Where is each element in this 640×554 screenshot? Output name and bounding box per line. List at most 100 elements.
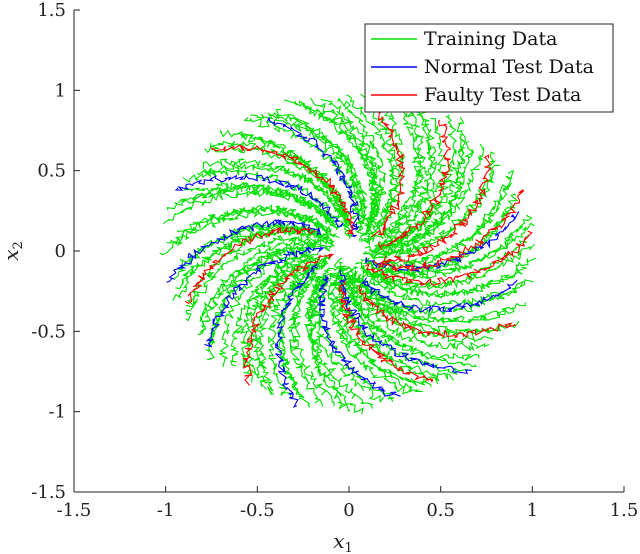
training-data-trajectory [360,264,527,298]
faulty-test-data-trajectory [338,280,434,383]
training-data-trajectory [328,271,432,388]
legend-label-training: Training Data [424,28,557,50]
faulty-test-data-trajectory [210,144,356,234]
training-data-trajectory [377,193,519,277]
training-data-trajectory [362,151,497,259]
training-data-trajectory [368,89,422,246]
faulty-test-data-trajectory [242,253,335,386]
training-data-trajectory [163,189,335,226]
training-data-trajectory [345,266,490,352]
training-data-trajectory [166,204,331,245]
training-data-trajectory [346,94,397,244]
plot-lines [159,89,537,415]
training-data-trajectory [209,140,348,217]
training-data-trajectory [287,260,328,407]
x-axis-label: x1 [333,529,353,554]
training-data-trajectory [361,269,534,307]
training-data-trajectory [196,163,350,228]
x-tick-label: 1 [527,500,538,521]
x-ticks: -1.5 -1 -0.5 0 0.5 1 1.5 [57,486,639,521]
training-data-trajectory [357,275,526,323]
x-tick-label: -1 [157,500,175,521]
x-tick-label: 1.5 [610,500,639,521]
y-tick-label: 0.5 [37,161,66,182]
faulty-test-data-trajectory [184,226,316,305]
training-data-trajectory [335,265,440,384]
x-tick-label: 0 [343,500,354,521]
y-tick-label: 0 [55,241,66,262]
x-tick-label: -1.5 [57,500,92,521]
training-data-trajectory [383,140,475,251]
normal-test-data-trajectory [204,246,326,348]
legend: Training Data Normal Test Data Faulty Te… [364,23,614,113]
training-data-trajectory [305,274,374,409]
training-data-trajectory [320,99,382,234]
faulty-test-data-trajectory [364,230,533,287]
normal-test-data-trajectory [275,264,318,408]
faulty-test-data-trajectory [366,96,406,238]
training-data-trajectory [373,243,535,290]
training-data-trajectory [269,112,368,235]
training-data-trajectory [349,266,520,336]
y-tick-label: -1 [48,402,66,423]
training-data-trajectory [375,133,466,256]
faulty-test-data-trajectory [377,119,452,251]
training-data-trajectory [382,93,427,236]
training-data-trajectory [348,269,494,343]
training-data-trajectory [383,100,433,239]
normal-test-data-trajectory [317,274,401,397]
training-data-trajectory [360,93,400,231]
training-data-trajectory [239,250,312,374]
faulty-test-data-trajectory [373,189,525,272]
training-data-trajectory [333,261,423,393]
training-data-trajectory [229,252,309,367]
training-data-trajectory [250,112,366,225]
y-ticks: 1.5 1 0.5 0 -0.5 -1 -1.5 [31,0,80,503]
faulty-test-data-trajectory [357,285,516,339]
training-data-trajectory [345,278,477,367]
training-data-trajectory [355,257,537,299]
training-data-trajectory [337,97,387,236]
training-data-trajectory [360,280,520,317]
training-data-trajectory [202,158,347,222]
training-data-trajectory [166,185,331,225]
training-data-trajectory [243,117,361,220]
normal-test-data-trajectory [267,117,360,238]
training-data-trajectory [185,225,325,308]
training-data-trajectory [159,209,340,256]
training-data-trajectory [311,274,384,403]
training-data-trajectory [182,169,343,224]
y-tick-label: -0.5 [31,321,66,342]
normal-test-data-trajectory [166,219,322,283]
legend-label-faulty: Faulty Test Data [424,84,581,106]
normal-test-data-trajectory [174,173,344,228]
training-data-trajectory [317,272,395,403]
training-data-trajectory [257,257,320,396]
normal-test-data-trajectory [338,269,472,374]
training-data-trajectory [237,130,354,240]
y-axis-label: x2 [0,241,26,261]
training-data-trajectory [284,99,379,228]
x-tick-label: 0.5 [426,500,455,521]
y-tick-label: -1.5 [31,482,66,503]
normal-test-data-trajectory [360,277,518,314]
training-data-trajectory [310,97,382,242]
training-data-trajectory [204,144,352,230]
training-data-trajectory [197,242,317,335]
training-data-trajectory [276,260,317,408]
x-tick-label: -0.5 [240,500,275,521]
training-data-trajectory [368,164,501,260]
training-data-trajectory [327,268,412,395]
training-data-trajectory [267,255,330,398]
training-data-trajectory [251,254,315,390]
y-tick-label: 1.5 [37,0,66,21]
training-data-trajectory [199,237,335,329]
y-tick-label: 1 [55,80,66,101]
training-data-trajectory [383,182,513,269]
training-data-trajectory [377,110,438,249]
faulty-test-data-trajectory [382,154,493,264]
legend-label-normal: Normal Test Data [424,56,594,78]
training-data-trajectory [367,222,535,278]
training-data-trajectory [185,234,327,322]
